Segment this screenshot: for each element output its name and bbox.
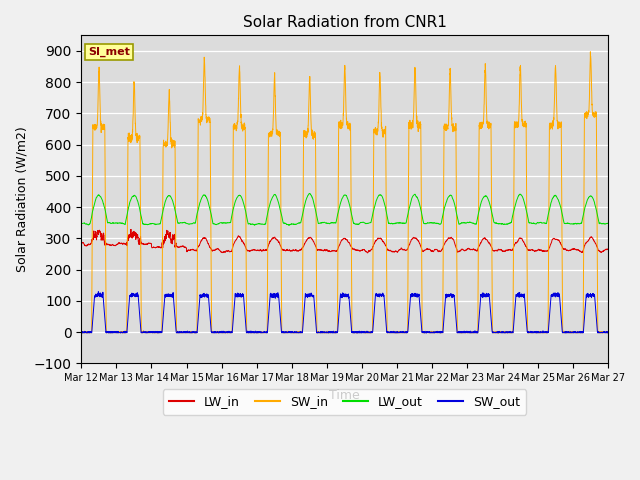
Y-axis label: Solar Radiation (W/m2): Solar Radiation (W/m2) [15,126,28,272]
LW_in [604,247,611,252]
Line: SW_in: SW_in [81,52,608,333]
SW_in [325,330,333,336]
LW_in [463,247,470,252]
LW_in [493,248,500,253]
SW_out [463,328,470,334]
Text: SI_met: SI_met [88,47,130,57]
LW_out [305,191,313,196]
LW_in [127,227,135,232]
SW_in [492,330,500,336]
SW_in [604,330,611,336]
Line: SW_out: SW_out [81,292,608,333]
SW_out [77,330,85,336]
X-axis label: Time: Time [329,389,360,402]
Legend: LW_in, SW_in, LW_out, SW_out: LW_in, SW_in, LW_out, SW_out [163,389,526,415]
SW_in [77,330,85,336]
SW_out [493,330,500,336]
SW_in [586,49,594,55]
SW_out [172,329,180,335]
SW_out [434,330,442,336]
Title: Solar Radiation from CNR1: Solar Radiation from CNR1 [243,15,447,30]
LW_in [325,249,333,254]
LW_out [434,221,442,227]
LW_in [604,246,612,252]
LW_out [493,220,500,226]
SW_in [604,329,612,335]
LW_out [604,220,611,226]
SW_in [172,259,180,265]
Line: LW_out: LW_out [81,193,608,225]
LW_in [364,250,371,256]
Line: LW_in: LW_in [81,229,608,253]
LW_out [325,221,333,227]
SW_out [325,329,333,335]
LW_out [285,222,292,228]
SW_out [77,329,85,335]
SW_out [95,289,102,295]
LW_in [172,240,180,246]
LW_in [77,240,85,246]
SW_in [463,329,470,335]
SW_in [433,328,441,334]
LW_out [172,211,180,217]
LW_in [434,247,442,253]
LW_out [463,220,470,226]
LW_out [604,221,612,227]
LW_out [77,221,85,227]
SW_out [604,329,612,335]
SW_out [604,329,611,335]
